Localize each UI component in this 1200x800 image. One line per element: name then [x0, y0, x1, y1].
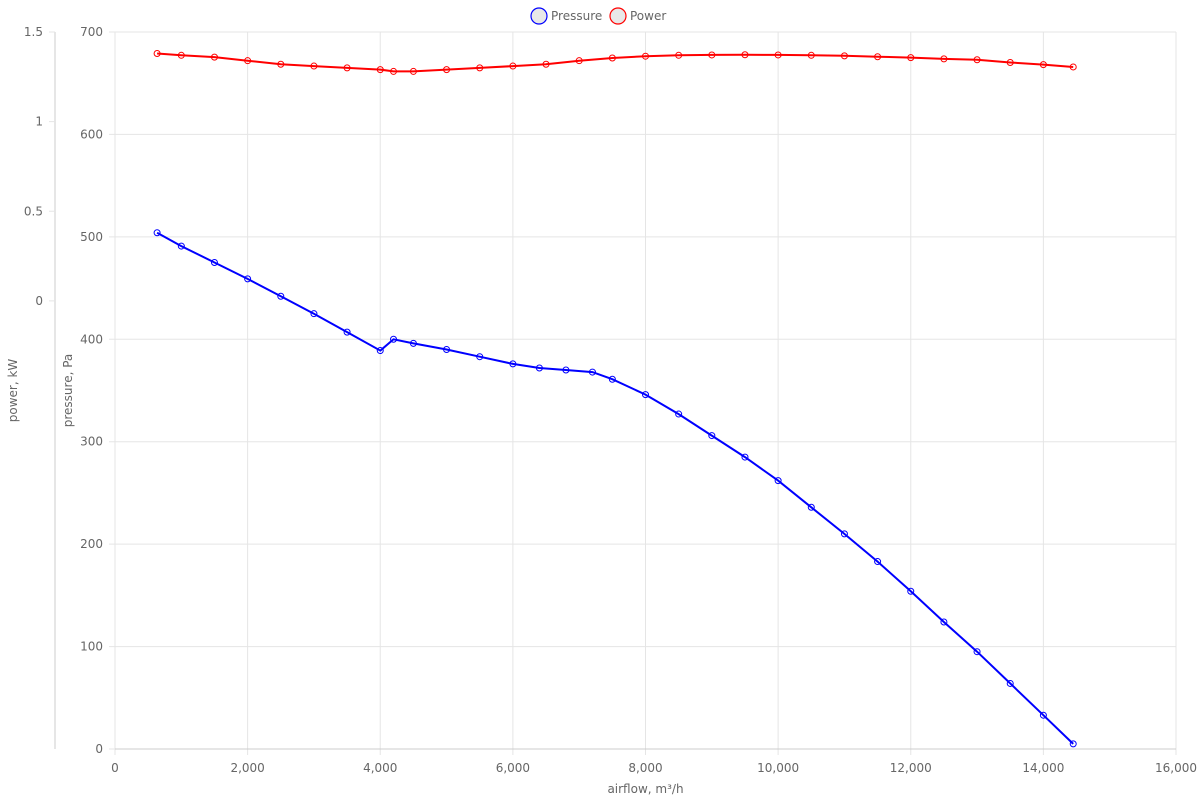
- power-tick-label: 1: [35, 115, 43, 129]
- power-point: [907, 54, 915, 62]
- power-point: [409, 67, 417, 75]
- pressure-point: [774, 477, 782, 485]
- power-point: [1006, 58, 1014, 66]
- power-tick-label: 0: [35, 294, 43, 308]
- power-point: [177, 51, 185, 59]
- pressure-tick-label: 600: [80, 127, 103, 141]
- x-tick-label: 14,000: [1022, 761, 1064, 775]
- power-point: [210, 53, 218, 61]
- power-point: [575, 57, 583, 65]
- power-point: [940, 55, 948, 63]
- power-point: [642, 52, 649, 60]
- pressure-tick-label: 300: [80, 435, 103, 449]
- power-point: [376, 66, 384, 74]
- power-point: [343, 64, 351, 72]
- power-legend-marker: [609, 7, 627, 25]
- pressure-tick-label: 0: [95, 742, 103, 756]
- power-point: [476, 64, 484, 72]
- power-point: [973, 56, 981, 64]
- pressure-point: [1006, 679, 1014, 687]
- pressure-axis-title: pressure, Pa: [61, 354, 75, 428]
- power-point: [840, 52, 848, 60]
- power-point: [390, 67, 398, 75]
- pressure-point: [973, 648, 981, 656]
- pressure-tick-label: 700: [80, 25, 103, 39]
- pressure-point: [708, 432, 716, 440]
- pressure-point: [907, 587, 915, 595]
- pressure-point: [562, 366, 570, 374]
- x-tick-label: 12,000: [890, 761, 932, 775]
- power-point: [244, 57, 252, 65]
- pressure-point: [509, 360, 517, 368]
- power-point: [443, 66, 451, 74]
- power-point: [542, 60, 550, 68]
- pressure-point: [177, 242, 185, 250]
- pressure-point: [1069, 740, 1077, 748]
- power-point: [608, 54, 616, 62]
- x-axis-title: airflow, m³/h: [607, 782, 683, 796]
- x-tick-label: 2,000: [230, 761, 264, 775]
- pressure-legend-marker: [530, 7, 548, 25]
- pressure-tick-label: 500: [80, 230, 103, 244]
- x-tick-label: 0: [111, 761, 119, 775]
- pressure-point: [675, 410, 683, 418]
- pressure-tick-label: 100: [80, 640, 103, 654]
- pressure-legend-label: Pressure: [551, 9, 602, 23]
- power-point: [153, 50, 161, 58]
- power-point: [509, 62, 517, 70]
- x-tick-label: 8,000: [628, 761, 662, 775]
- power-point: [310, 62, 318, 70]
- power-point: [1039, 61, 1047, 69]
- pressure-point: [277, 292, 285, 300]
- pressure-point: [840, 530, 848, 538]
- pressure-point: [343, 328, 351, 336]
- pressure-point: [807, 503, 815, 511]
- pressure-point: [409, 339, 417, 347]
- power-point: [708, 51, 716, 59]
- power-series-line: [157, 52, 1074, 73]
- power-point: [807, 51, 815, 59]
- pressure-point: [476, 353, 484, 361]
- pressure-point: [940, 618, 948, 626]
- power-tick-label: 1.5: [24, 25, 43, 39]
- pressure-tick-label: 200: [80, 537, 103, 551]
- pressure-point: [443, 346, 451, 354]
- power-point: [1069, 63, 1077, 71]
- pressure-point: [874, 558, 882, 566]
- x-tick-label: 6,000: [496, 761, 530, 775]
- pressure-tick-label: 400: [80, 332, 103, 346]
- pressure-point: [535, 364, 543, 372]
- pressure-point: [741, 453, 749, 461]
- power-point: [675, 51, 683, 59]
- power-axis-title: power, kW: [6, 359, 20, 423]
- power-point: [774, 51, 782, 59]
- power-point: [277, 60, 285, 68]
- pressure-point: [210, 258, 218, 266]
- pressure-series-line: [156, 231, 1074, 745]
- x-tick-label: 16,000: [1155, 761, 1197, 775]
- power-legend-label: Power: [630, 9, 666, 23]
- pressure-point: [244, 275, 252, 283]
- pressure-point: [153, 229, 161, 237]
- power-point: [874, 53, 882, 61]
- pressure-point: [642, 391, 649, 399]
- x-tick-label: 10,000: [757, 761, 799, 775]
- pressure-point: [390, 335, 398, 343]
- x-tick-label: 4,000: [363, 761, 397, 775]
- power-point: [741, 51, 749, 59]
- pressure-point: [376, 347, 384, 355]
- pressure-point: [588, 368, 596, 376]
- pressure-point: [608, 375, 616, 383]
- power-tick-label: 0.5: [24, 204, 43, 218]
- pressure-point: [1039, 711, 1047, 719]
- pressure-point: [310, 310, 318, 318]
